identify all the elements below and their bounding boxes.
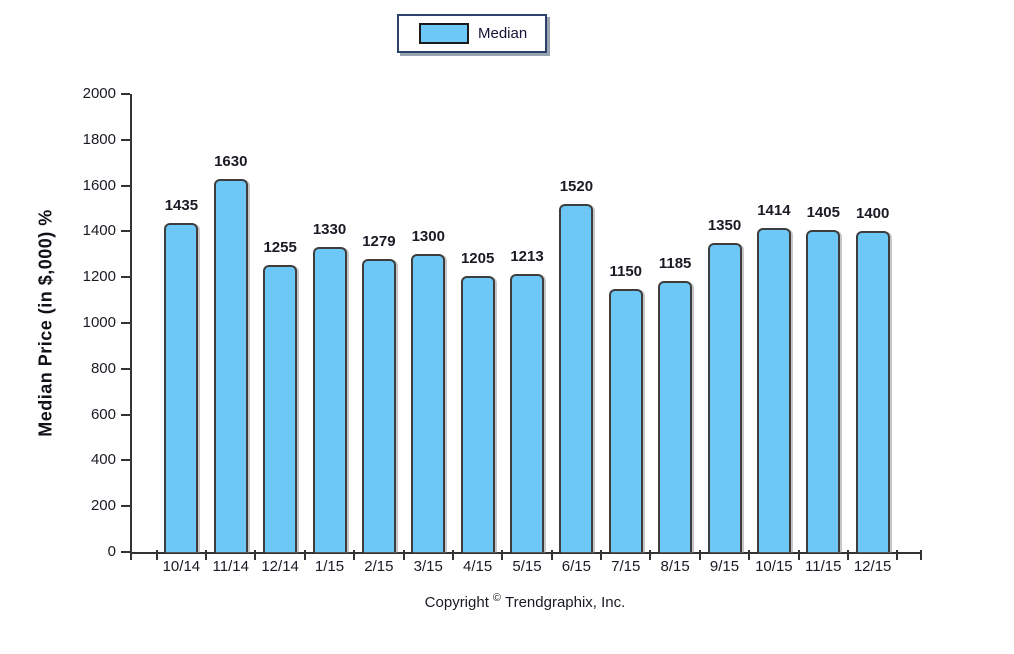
bar-value-label: 1330 [312,221,347,239]
x-axis-tick [451,550,454,560]
x-axis-tick-label: 1/15 [314,558,345,575]
x-axis-tick-label: 4/15 [463,558,493,575]
bar-value-label: 1414 [757,202,791,220]
x-axis-tick [846,550,849,560]
bar [213,178,248,552]
bar [756,228,791,552]
bar [510,274,544,552]
bar-value-label: 1205 [460,250,495,268]
x-axis-tick-label: 10/15 [755,558,793,575]
x-axis-tick [797,550,800,560]
x-axis-tick-label: 2/15 [364,558,394,575]
x-axis-tick [303,550,306,560]
x-axis-tick-label: 5/15 [512,558,542,575]
bar [312,247,347,552]
y-axis-tick [121,184,130,187]
bar-value-label: 1400 [855,205,890,223]
bar-value-label: 1630 [214,152,248,170]
bar-value-label: 1350 [707,216,742,234]
x-axis-tick [698,550,701,560]
copyright-prefix: Copyright [424,594,489,611]
bar [460,276,495,552]
y-axis-tick-label: 200 [90,497,116,515]
bar [855,231,890,552]
bar [559,203,594,552]
bar-value-label: 1279 [362,233,396,251]
copyright-text: Copyright © Trendgraphix, Inc. [130,592,920,611]
x-axis-tick-label: 6/15 [561,558,591,575]
y-axis-tick-label: 1800 [82,130,116,148]
y-axis-tick-label: 1600 [82,176,116,194]
x-axis-tick [402,550,405,560]
x-axis-tick [254,550,257,560]
x-axis-tick-label: 12/15 [853,558,892,575]
x-axis-tick [748,550,751,560]
y-axis-tick-label: 1000 [82,314,116,331]
legend: Median [397,14,548,53]
legend-label: Median [478,25,528,42]
y-axis-tick-label: 800 [90,359,116,377]
x-axis-tick-label: 8/15 [660,558,690,575]
bar-value-label: 1300 [411,228,445,246]
bar [806,230,841,552]
bar [361,259,396,552]
bar [658,280,693,552]
y-axis-tick-label: 0 [107,543,116,560]
y-axis-tick-label: 400 [90,451,116,469]
x-axis-tick [130,550,132,560]
x-axis-tick-label: 11/14 [212,558,249,575]
bar [263,264,298,552]
x-axis-tick-label: 11/15 [805,558,842,575]
y-axis-tick-label: 1400 [82,222,116,240]
bar-value-label: 1213 [510,248,544,266]
bar [164,223,199,552]
x-axis-tick [155,550,158,560]
y-axis-tick [121,93,130,95]
bar [707,242,742,552]
y-axis-tick [121,551,130,553]
y-axis-tick [121,367,130,370]
x-axis-tick [600,550,603,560]
y-axis-tick-label: 1200 [82,268,116,286]
bar-value-label: 1435 [164,197,199,215]
bar-value-label: 1255 [263,238,297,256]
x-axis-tick [649,550,652,560]
y-axis-tick [121,413,130,416]
y-axis-tick [121,276,130,279]
y-axis-tick [121,138,130,141]
bar [608,288,643,552]
copyright-suffix: Trendgraphix, Inc. [504,594,626,611]
y-axis-tick [121,505,130,508]
y-axis-tick [121,322,130,324]
plot-area: 0 200 400 600 800 1000 1200 1400 1600 1800 2000 143… [83,85,922,575]
bar [411,254,446,552]
x-axis-tick [353,550,356,560]
bar-value-label: 1150 [609,262,643,280]
y-axis-title: Median Price (in $,000) % [35,209,56,437]
x-axis-tick [920,550,922,560]
legend-swatch-median [419,23,469,44]
x-axis-tick [205,550,208,560]
x-axis-tick [550,550,553,560]
y-axis-tick [121,459,130,462]
x-axis-tick-label: 7/15 [611,558,641,575]
x-axis-tick [501,550,504,560]
x-axis-tick-label: 12/14 [261,558,299,575]
x-axis-tick [896,550,899,560]
y-axis-tick-label: 600 [90,405,116,423]
x-axis-tick-label: 9/15 [709,558,740,575]
y-axis-tick [121,230,130,233]
copyright-symbol: © [492,592,501,604]
bar-value-label: 1520 [559,177,594,195]
y-axis-tick-label: 2000 [82,85,116,102]
bar-value-label: 1405 [806,204,840,222]
x-axis-tick-label: 10/14 [162,558,201,575]
bar-value-label: 1185 [658,254,692,272]
x-axis-tick-label: 3/15 [413,558,443,575]
